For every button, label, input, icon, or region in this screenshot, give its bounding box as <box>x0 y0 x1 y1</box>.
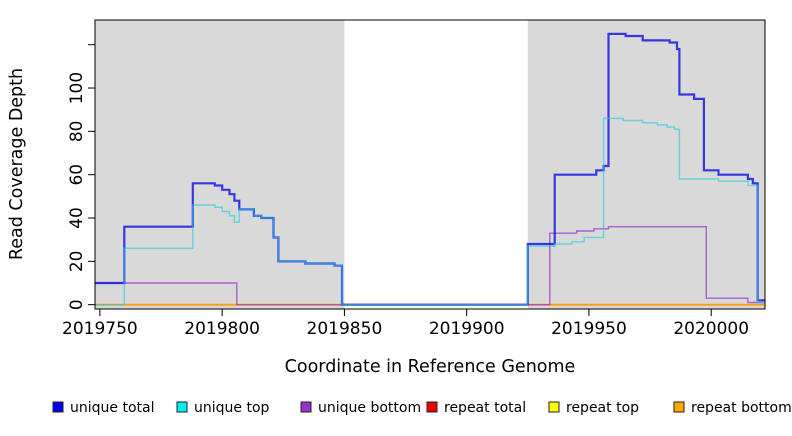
x-tick-label-0: 2019750 <box>62 319 138 339</box>
legend-swatch-5 <box>673 401 685 413</box>
series-line-unique-total <box>95 32 765 306</box>
x-tick-label-4: 2019950 <box>551 319 627 339</box>
legend-swatch-3 <box>426 401 438 413</box>
legend-swatch-1 <box>176 401 188 413</box>
legend-label-0: unique total <box>70 400 154 416</box>
y-axis-title: Read Coverage Depth <box>7 68 27 260</box>
y-tick-label-3: 60 <box>67 164 87 186</box>
legend-swatch-0 <box>52 401 64 413</box>
legend-label-1: unique top <box>194 400 270 416</box>
y-tick-label-4: 80 <box>67 121 87 143</box>
legend-swatch-2 <box>300 401 312 413</box>
coverage-region-shade-1 <box>527 20 765 309</box>
plot-box <box>94 19 766 310</box>
y-tick-label-0: 0 <box>67 299 87 310</box>
legend-label-2: unique bottom <box>318 400 421 416</box>
x-axis-title: Coordinate in Reference Genome <box>285 357 576 377</box>
y-tick-label-1: 20 <box>67 251 87 273</box>
legend-label-4: repeat top <box>566 400 639 416</box>
y-tick-label-5: 100 <box>67 72 87 104</box>
y-tick-label-2: 40 <box>67 207 87 229</box>
coverage-region-shade-0 <box>95 20 345 309</box>
legend-swatch-4 <box>548 401 560 413</box>
x-tick-label-3: 2019900 <box>429 319 505 339</box>
legend-label-5: repeat bottom <box>691 400 792 416</box>
series-line-unique-top <box>95 117 765 306</box>
legend-label-3: repeat total <box>444 400 526 416</box>
x-tick-label-1: 2019800 <box>184 319 260 339</box>
x-tick-label-2: 2019850 <box>307 319 383 339</box>
x-tick-label-5: 2020000 <box>673 319 749 339</box>
